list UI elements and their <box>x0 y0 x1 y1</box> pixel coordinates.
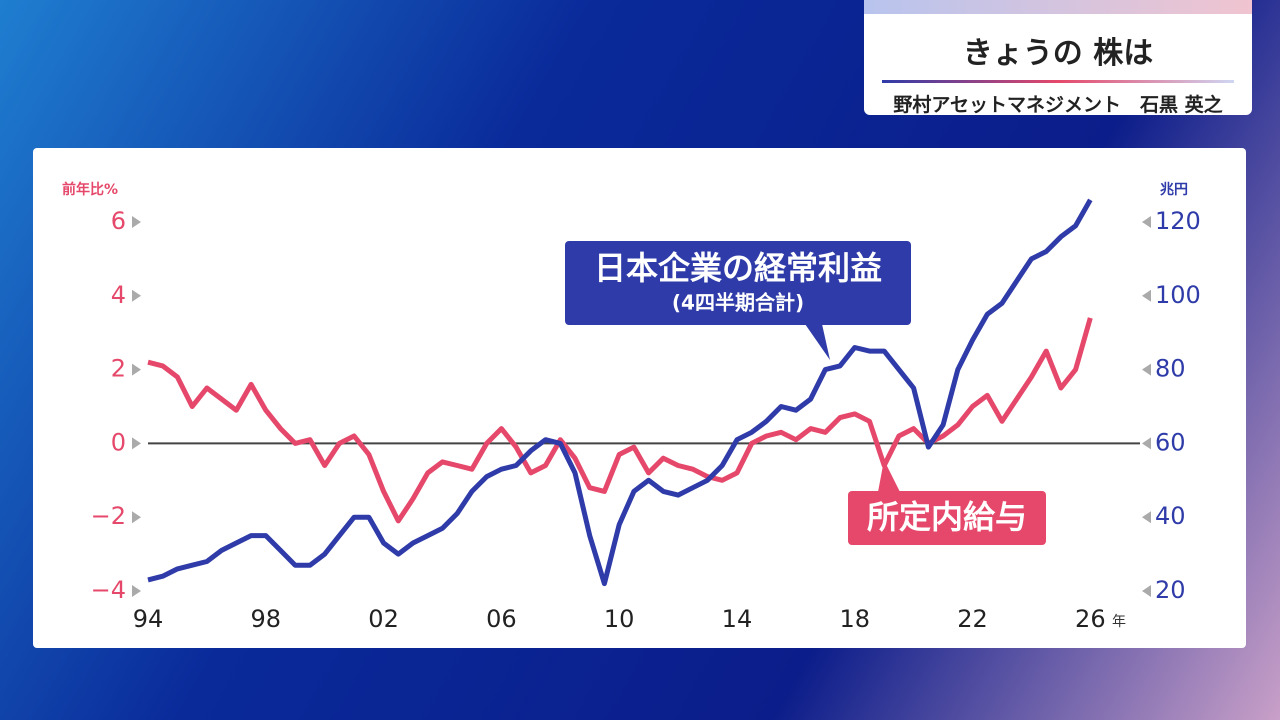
y2-tick-mark <box>1142 363 1151 376</box>
y2-tick-label: 80 <box>1155 355 1186 383</box>
y2-tick-mark <box>1142 511 1151 524</box>
header-bar <box>864 0 1252 14</box>
annotation-box <box>565 241 911 325</box>
chart-panel <box>33 148 1246 648</box>
y-tick-label: 6 <box>111 207 126 235</box>
y2-tick-mark <box>1142 437 1151 450</box>
header-subtitle: 野村アセットマネジメント 石黒 英之 <box>893 94 1223 116</box>
y-tick-mark <box>132 511 141 524</box>
annotation-pointer <box>878 460 900 492</box>
x-tick-label: 22 <box>957 605 988 633</box>
x-tick-label: 02 <box>368 605 399 633</box>
y-tick-label: 2 <box>111 355 126 383</box>
x-tick-label: 06 <box>486 605 517 633</box>
y-axis-label: 前年比% <box>62 181 118 198</box>
y2-axis-label: 兆円 <box>1160 182 1188 198</box>
x-tick-label: 14 <box>722 605 753 633</box>
annotation-text: 日本企業の経常利益 <box>594 249 882 287</box>
y-tick-label: −4 <box>91 576 126 604</box>
annotation-text: 所定内給与 <box>867 498 1027 536</box>
y2-tick-label: 100 <box>1155 281 1201 309</box>
header-title: きょうの 株は <box>962 36 1154 71</box>
x-tick-label: 26 <box>1075 605 1106 633</box>
y-tick-label: 4 <box>111 281 126 309</box>
x-tick-label: 94 <box>133 605 164 633</box>
y2-tick-mark <box>1142 289 1151 302</box>
x-tick-label: 18 <box>839 605 870 633</box>
annotation-text: (4四半期合計) <box>672 291 804 315</box>
y2-tick-label: 60 <box>1155 428 1186 456</box>
y2-tick-label: 20 <box>1155 576 1186 604</box>
annotation-pointer <box>805 324 830 360</box>
annotation-box <box>848 491 1046 545</box>
y-tick-mark <box>132 289 141 302</box>
x-tick-label: 10 <box>604 605 635 633</box>
y2-tick-mark <box>1142 216 1151 228</box>
x-axis-label: 年 <box>1112 614 1126 630</box>
y-tick-label: −2 <box>91 502 126 530</box>
x-tick-label: 98 <box>251 605 282 633</box>
y2-tick-label: 120 <box>1155 207 1201 235</box>
y-tick-mark <box>132 363 141 376</box>
header-rule <box>882 80 1234 83</box>
y-tick-mark <box>132 585 141 597</box>
y-tick-mark <box>132 437 141 450</box>
y2-tick-label: 40 <box>1155 502 1186 530</box>
series-line <box>147 198 1093 587</box>
y2-tick-mark <box>1142 585 1151 597</box>
y-tick-label: 0 <box>111 428 126 456</box>
y-tick-mark <box>132 216 141 228</box>
header: きょうの 株は 野村アセットマネジメント 石黒 英之 <box>864 0 1252 116</box>
